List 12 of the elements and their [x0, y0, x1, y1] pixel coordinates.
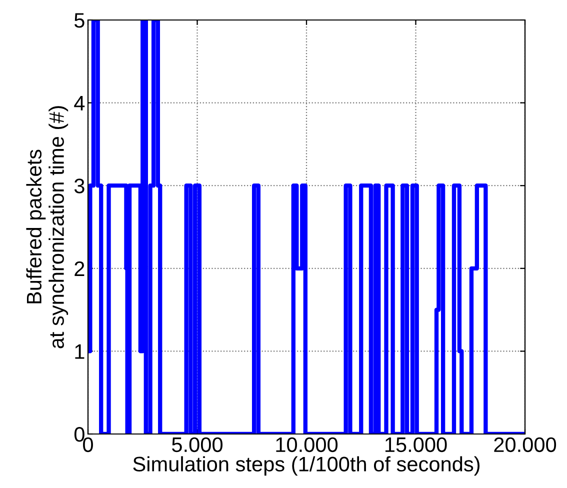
x-axis-title: Simulation steps (1/100th of seconds): [133, 456, 480, 476]
y-tick-label: 4: [74, 96, 85, 110]
y-tick-label: 3: [74, 178, 84, 194]
y-axis-title: Buffered packets at synchronization time (#): [26, 106, 68, 348]
y-tick-label: 5: [74, 13, 84, 28]
y-tick-label: 2: [74, 261, 84, 276]
x-tick-label: 15.000: [385, 437, 447, 452]
y-tick-label: 0: [74, 427, 84, 442]
x-tick-label: 5.000: [172, 437, 223, 452]
x-tick-label: 20.000: [494, 437, 556, 452]
y-tick-label: 1: [75, 344, 84, 359]
x-tick-label: 10.000: [276, 437, 338, 452]
